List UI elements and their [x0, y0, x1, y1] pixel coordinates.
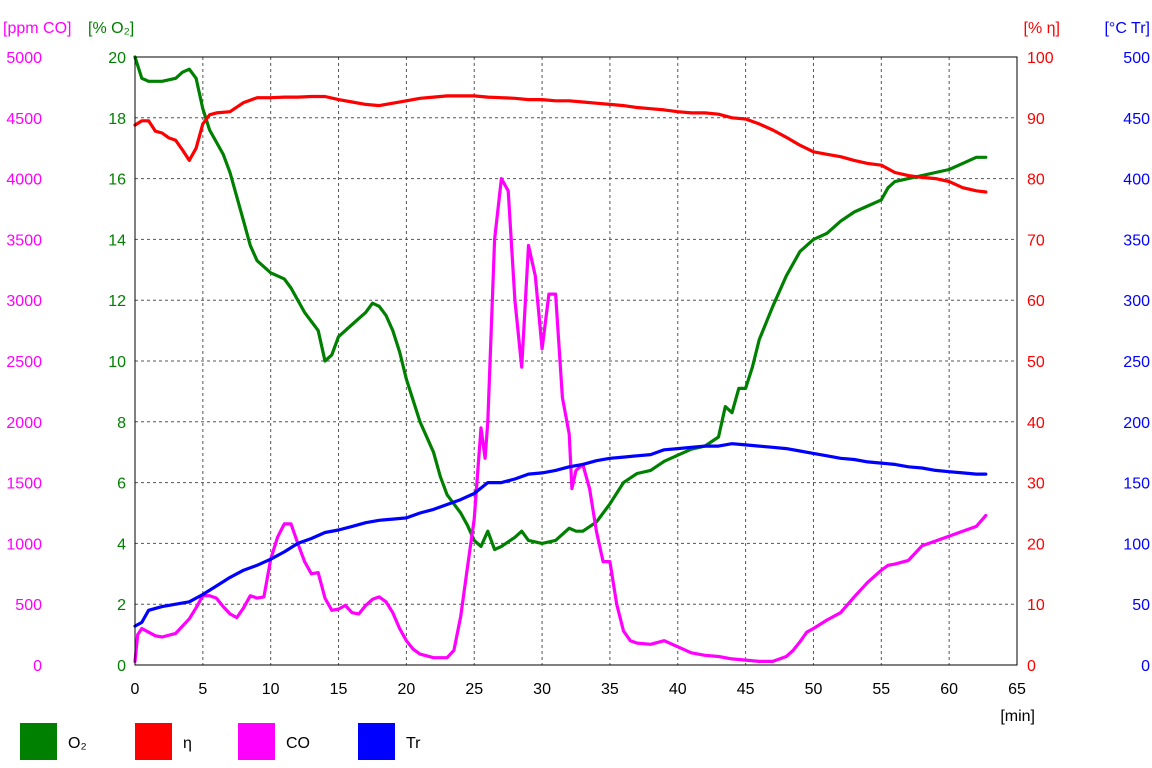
legend-label: O₂ — [68, 735, 87, 752]
y-tick-label-tr: 150 — [1123, 476, 1150, 493]
y-tick-label-co: 3000 — [6, 293, 42, 310]
y-tick-label-o2: 0 — [117, 658, 126, 675]
legend-label: Tr — [406, 735, 421, 752]
y-tick-label-tr: 250 — [1123, 354, 1150, 371]
x-tick-label: 15 — [330, 681, 348, 698]
y-tick-label-eta: 40 — [1027, 415, 1045, 432]
plot-border — [134, 56, 1018, 666]
y-tick-label-co: 0 — [33, 658, 42, 675]
y-tick-label-eta: 0 — [1027, 658, 1036, 675]
y-tick-label-eta: 100 — [1027, 50, 1054, 67]
y-tick-label-o2: 2 — [117, 597, 126, 614]
y-tick-label-eta: 50 — [1027, 354, 1045, 371]
x-tick-label: 35 — [601, 681, 619, 698]
y-tick-label-tr: 50 — [1132, 597, 1150, 614]
x-tick-label: 20 — [397, 681, 415, 698]
y-tick-label-co: 500 — [15, 597, 42, 614]
series-line-tr — [133, 442, 988, 628]
y-tick-label-eta: 60 — [1027, 293, 1045, 310]
y-tick-label-o2: 8 — [117, 415, 126, 432]
y-tick-label-tr: 0 — [1141, 658, 1150, 675]
y-tick-label-eta: 20 — [1027, 536, 1045, 553]
y-tick-label-eta: 10 — [1027, 597, 1045, 614]
y-tick-label-tr: 400 — [1123, 172, 1150, 189]
y-tick-label-o2: 4 — [117, 536, 126, 553]
y-tick-label-tr: 500 — [1123, 50, 1150, 67]
axis-title-tr: [°C Tr] — [1104, 20, 1150, 37]
y-tick-label-o2: 16 — [108, 172, 126, 189]
legend-swatch — [358, 723, 395, 760]
legend: O₂ η CO Tr — [20, 723, 421, 760]
series-line-o2 — [133, 55, 988, 552]
x-tick-label: 25 — [465, 681, 483, 698]
y-tick-label-tr: 200 — [1123, 415, 1150, 432]
y-tick-label-o2: 6 — [117, 476, 126, 493]
legend-swatch — [20, 723, 57, 760]
y-tick-label-o2: 20 — [108, 50, 126, 67]
y-tick-label-eta: 70 — [1027, 232, 1045, 249]
y-tick-label-co: 2500 — [6, 354, 42, 371]
y-tick-label-co: 3500 — [6, 232, 42, 249]
y-tick-label-co: 1500 — [6, 476, 42, 493]
y-tick-label-o2: 12 — [108, 293, 126, 310]
x-tick-label: 60 — [940, 681, 958, 698]
y-tick-label-co: 4000 — [6, 172, 42, 189]
axis-title-eta: [% η] — [1024, 20, 1060, 37]
axis-title-o2: [% O₂] — [88, 20, 134, 37]
y-tick-label-tr: 350 — [1123, 232, 1150, 249]
x-tick-label: 5 — [198, 681, 207, 698]
y-tick-label-o2: 14 — [108, 232, 126, 249]
series-layer — [133, 55, 988, 663]
axes: 0500100015002000250030003500400045005000… — [3, 20, 1150, 725]
legend-swatch — [238, 723, 275, 760]
legend-label: CO — [286, 735, 310, 752]
legend-label: η — [183, 735, 192, 752]
series-line-co — [133, 177, 988, 663]
x-tick-label: 45 — [737, 681, 755, 698]
y-tick-label-eta: 80 — [1027, 172, 1045, 189]
y-tick-label-eta: 30 — [1027, 476, 1045, 493]
y-tick-label-o2: 18 — [108, 111, 126, 128]
y-tick-label-tr: 450 — [1123, 111, 1150, 128]
x-tick-label: 0 — [131, 681, 140, 698]
x-tick-label: 30 — [533, 681, 551, 698]
x-tick-label: 50 — [805, 681, 823, 698]
y-tick-label-co: 1000 — [6, 536, 42, 553]
y-tick-label-tr: 300 — [1123, 293, 1150, 310]
axis-title-co: [ppm CO] — [3, 20, 71, 37]
x-tick-label: 40 — [669, 681, 687, 698]
y-tick-label-o2: 10 — [108, 354, 126, 371]
y-tick-label-co: 4500 — [6, 111, 42, 128]
x-tick-label: 65 — [1008, 681, 1026, 698]
y-tick-label-eta: 90 — [1027, 111, 1045, 128]
y-tick-label-co: 5000 — [6, 50, 42, 67]
y-tick-label-co: 2000 — [6, 415, 42, 432]
x-tick-label: 55 — [872, 681, 890, 698]
legend-swatch — [135, 723, 172, 760]
x-axis-unit: [min] — [1000, 708, 1035, 725]
y-tick-label-tr: 100 — [1123, 536, 1150, 553]
series-line-eta — [133, 94, 988, 194]
x-tick-label: 10 — [262, 681, 280, 698]
